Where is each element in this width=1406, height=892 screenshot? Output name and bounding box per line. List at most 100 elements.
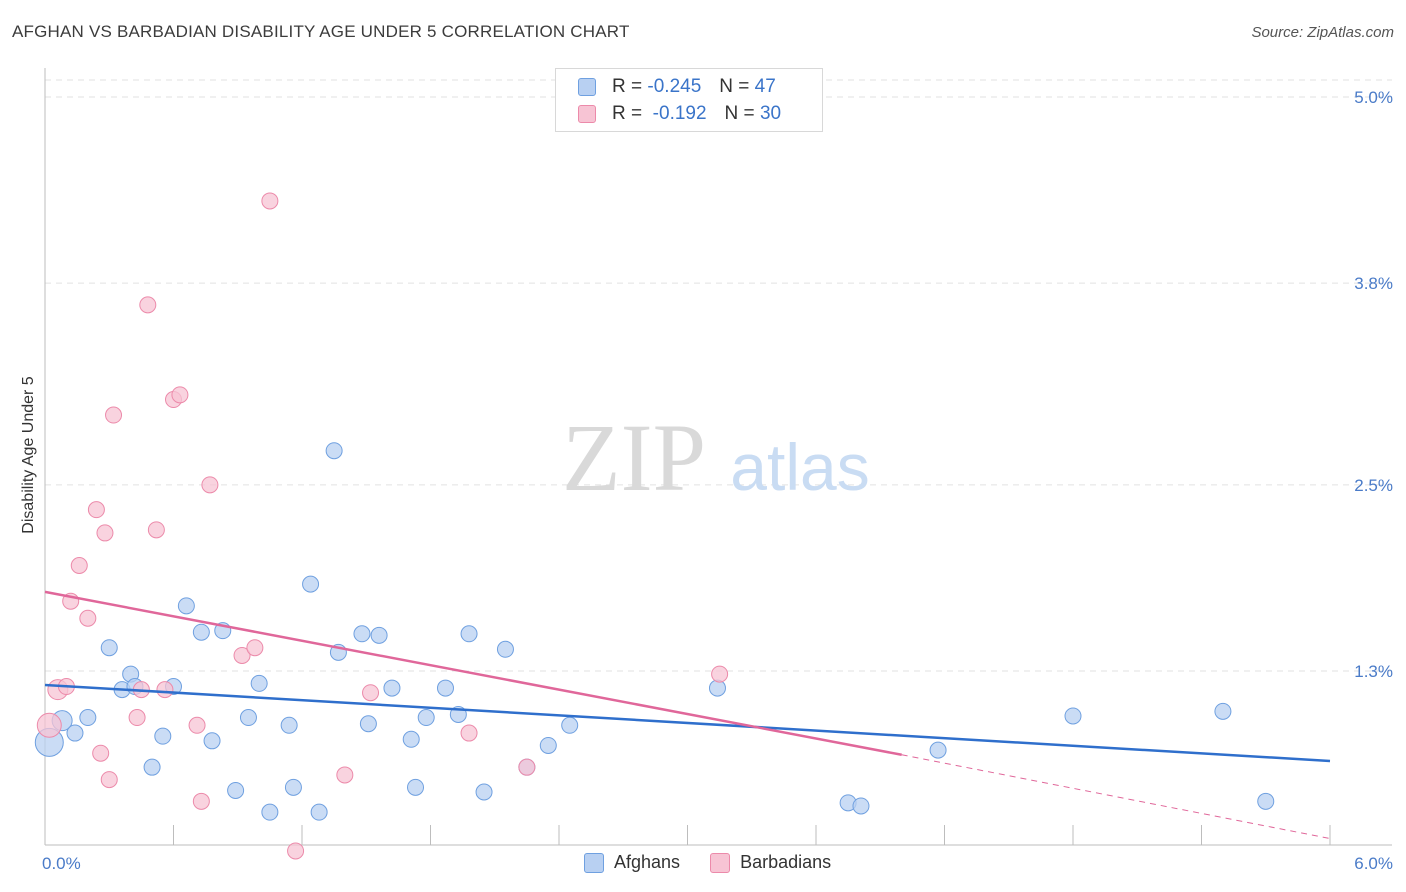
afghan-point xyxy=(1214,702,1232,720)
trend-lines xyxy=(44,590,1331,840)
y-tick-label: 2.5% xyxy=(1354,476,1393,495)
afghan-point xyxy=(539,736,557,754)
y-tick-label: 5.0% xyxy=(1354,88,1393,107)
barbadian-point xyxy=(188,716,206,734)
barbadians-legend-swatch xyxy=(710,852,731,873)
afghan-point xyxy=(496,640,514,658)
afghan-point xyxy=(407,778,425,796)
barbadian-point xyxy=(246,639,264,657)
afghan-point xyxy=(227,781,245,799)
watermark: ZIP atlas xyxy=(562,404,870,511)
afghan-point xyxy=(154,727,172,745)
afghan-point xyxy=(203,732,221,750)
barbadian-point xyxy=(92,744,110,762)
afghan-point xyxy=(280,716,298,734)
barbadians-legend-label: Barbadians xyxy=(740,852,832,872)
series-barbadians xyxy=(36,192,729,860)
afghan-point xyxy=(143,758,161,776)
afghans-legend-label: Afghans xyxy=(614,852,681,872)
watermark-atlas: atlas xyxy=(730,430,869,504)
barbadian-point xyxy=(36,712,62,738)
barbadian-point xyxy=(201,476,219,494)
barbadian-point xyxy=(171,386,189,404)
grid-lines xyxy=(45,79,1392,672)
barbadian-point xyxy=(287,842,305,860)
barbadian-point xyxy=(711,665,729,683)
barbadian-point xyxy=(79,609,97,627)
afghan-point xyxy=(383,679,401,697)
afghan-point xyxy=(192,623,210,641)
legend-row-afghans: R = -0.245 N = 47 xyxy=(578,75,776,99)
tick-labels: 5.0% 3.8% 2.5% 1.3% 0.0% 6.0% xyxy=(42,88,1393,873)
legend-n-label: N = xyxy=(719,76,750,97)
legend-r-label: R = xyxy=(612,103,643,124)
afghan-point xyxy=(929,741,947,759)
axes xyxy=(44,68,1392,846)
x-tick-label-min: 0.0% xyxy=(42,854,81,873)
source-label: Source: ZipAtlas.com xyxy=(1251,24,1394,41)
stats-legend: R = -0.245 N = 47 R = -0.192 N = 30 xyxy=(555,68,823,132)
afghan-point xyxy=(417,709,435,727)
barbadian-point xyxy=(105,406,123,424)
afghan-point xyxy=(1257,792,1275,810)
legend-item-afghans: Afghans xyxy=(584,852,680,873)
legend-n-value: 47 xyxy=(754,76,776,97)
legend-item-barbadians: Barbadians xyxy=(710,852,831,873)
afghan-point xyxy=(1064,707,1082,725)
afghan-point xyxy=(302,575,320,593)
afghan-point xyxy=(708,679,726,697)
y-axis-label: Disability Age Under 5 xyxy=(20,376,37,534)
afghan-point xyxy=(79,709,97,727)
afghan-point xyxy=(239,709,257,727)
afghan-point xyxy=(261,803,279,821)
legend-r-value: -0.192 xyxy=(652,103,707,124)
afghan-point xyxy=(561,716,579,734)
barbadian-point xyxy=(336,766,354,784)
barbadian-point xyxy=(96,524,114,542)
barbadian-point xyxy=(70,557,88,575)
afghan-point xyxy=(325,442,343,460)
barbadian-point xyxy=(87,501,105,519)
barbadian-point xyxy=(192,792,210,810)
afghans-legend-swatch xyxy=(584,852,604,873)
afghan-point xyxy=(353,625,371,643)
barbadian-point xyxy=(261,192,279,210)
watermark-zip: ZIP xyxy=(562,404,706,511)
barbadians-trend-extension xyxy=(901,754,1331,840)
legend-n-value: 30 xyxy=(759,103,782,124)
afghan-point xyxy=(359,715,377,733)
legend-n-label: N = xyxy=(724,103,755,124)
series-legend: Afghans Barbadians xyxy=(584,852,861,873)
barbadian-point xyxy=(518,758,536,776)
legend-row-barbadians: R = -0.192 N = 30 xyxy=(578,102,781,126)
afghan-point xyxy=(852,797,870,815)
barbadian-point xyxy=(233,646,251,664)
barbadians-swatch xyxy=(578,105,596,123)
barbadian-point xyxy=(156,681,174,699)
afghan-point xyxy=(475,783,493,801)
barbadians-trend-line xyxy=(44,590,902,757)
afghan-point xyxy=(370,626,388,644)
barbadian-point xyxy=(100,771,118,789)
legend-r-label: R = xyxy=(612,76,643,97)
afghan-point xyxy=(460,625,478,643)
afghan-point xyxy=(284,778,302,796)
afghan-point xyxy=(436,679,454,697)
afghans-trend-line xyxy=(44,683,1331,763)
barbadian-point xyxy=(362,684,380,702)
y-tick-label: 3.8% xyxy=(1354,274,1393,293)
legend-r-value: -0.245 xyxy=(647,76,702,97)
chart-title: AFGHAN VS BARBADIAN DISABILITY AGE UNDER… xyxy=(12,22,630,41)
afghans-swatch xyxy=(578,78,596,96)
series-afghans xyxy=(34,442,1275,821)
afghan-point xyxy=(250,674,268,692)
afghan-point xyxy=(310,803,328,821)
barbadian-point xyxy=(128,709,146,727)
afghan-point xyxy=(100,639,118,657)
y-tick-label: 1.3% xyxy=(1354,662,1393,681)
barbadian-point xyxy=(139,296,157,314)
afghan-point xyxy=(402,730,420,748)
barbadian-point xyxy=(460,724,478,742)
afghan-point xyxy=(177,597,195,615)
